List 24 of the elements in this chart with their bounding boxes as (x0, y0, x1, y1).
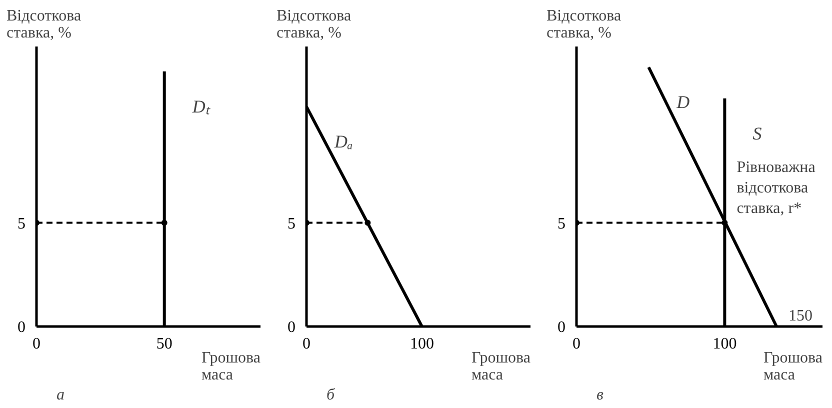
x-tick-label: 50 (156, 336, 172, 352)
text: б (326, 386, 336, 404)
y-tick-label: 5 (558, 215, 566, 232)
x-axis-title: Грошова маса (763, 350, 823, 384)
y-axis-title: Відсоткова ставка, % (546, 8, 622, 42)
series-label: D (676, 92, 690, 112)
y-axis-title: Відсоткова ставка, % (6, 8, 82, 42)
annotation: Рівноважна відсоткова ставка, r* (736, 158, 816, 217)
series-label: Dₐ (334, 132, 353, 152)
annotation: 150 (788, 308, 813, 324)
series-label: Dₜ (191, 96, 210, 116)
x-axis-title: Грошова маса (471, 350, 531, 384)
x-tick-label: 100 (712, 336, 737, 352)
text: в (596, 386, 604, 404)
x-tick-label: 0 (32, 336, 40, 352)
x-tick-label: 0 (302, 336, 310, 352)
series-label: S (752, 123, 762, 144)
x-tick-label: 0 (572, 336, 580, 352)
x-axis-title: Грошова маса (201, 350, 261, 384)
text: а (56, 386, 64, 404)
x-tick-label: 100 (410, 336, 434, 352)
y-tick-label: 5 (288, 215, 296, 232)
y-axis-title: Відсоткова ставка, % (276, 8, 352, 42)
y-tick-label: 5 (18, 215, 26, 232)
